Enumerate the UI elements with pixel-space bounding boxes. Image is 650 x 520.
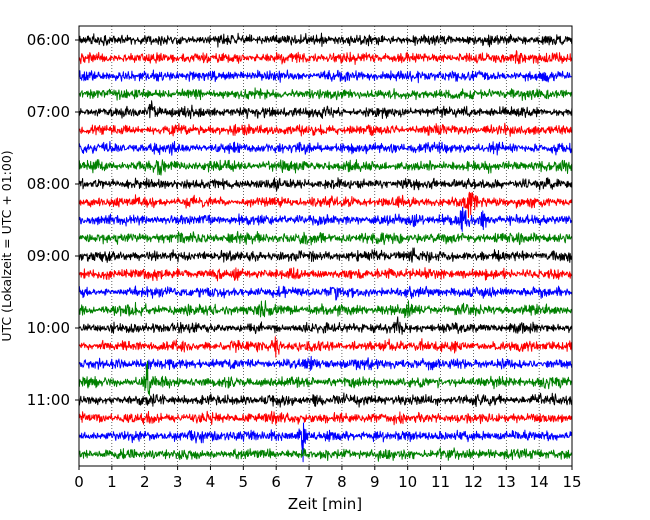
y-tick-label: 07:00	[27, 103, 70, 121]
seismic-trace	[79, 177, 572, 192]
x-tick-label: 13	[497, 473, 516, 491]
y-tick-label: 06:00	[27, 31, 70, 49]
trace-group	[79, 32, 572, 463]
x-axis-label: Zeit [min]	[288, 495, 362, 513]
x-tick-label: 14	[530, 473, 549, 491]
x-tick-label: 6	[271, 473, 281, 491]
seismic-trace	[79, 140, 572, 156]
seismic-trace	[79, 50, 572, 65]
y-tick-label: 09:00	[27, 247, 70, 265]
seismic-trace	[79, 447, 572, 462]
seismic-trace	[79, 69, 572, 84]
seismic-trace	[79, 392, 572, 408]
x-tick-label: 1	[107, 473, 117, 491]
seismic-trace	[79, 159, 572, 176]
x-tick-label: 12	[464, 473, 483, 491]
y-tick-label: 08:00	[27, 175, 70, 193]
seismic-trace	[79, 32, 572, 48]
seismic-trace	[79, 285, 572, 301]
x-tick-label: 8	[337, 473, 347, 491]
y-axis-label: UTC (Lokalzeit = UTC + 01:00)	[0, 150, 14, 341]
seismic-trace	[79, 355, 572, 371]
x-tick-label: 15	[562, 473, 581, 491]
seismic-trace	[79, 206, 572, 232]
plot-frame	[78, 25, 573, 467]
y-axis-ticks: 06:00 07:00 08:00 09:00 10:00 11:00	[27, 31, 79, 409]
x-tick-label: 10	[398, 473, 417, 491]
seismic-trace	[79, 87, 572, 101]
seismic-trace	[79, 191, 572, 218]
x-axis-ticks: 0 1 2 3 4 5 6 7 8 9 10 11 12 13 14 15	[74, 466, 582, 491]
seismic-trace	[79, 100, 572, 120]
seismic-trace	[79, 360, 572, 396]
x-tick-label: 7	[304, 473, 314, 491]
seismic-trace	[79, 316, 572, 335]
seismic-trace	[79, 422, 572, 463]
x-tick-label: 3	[173, 473, 183, 491]
seismic-trace	[79, 230, 572, 246]
x-tick-label: 11	[431, 473, 450, 491]
y-tick-label: 11:00	[27, 391, 70, 409]
seismic-trace	[79, 300, 572, 319]
seismic-trace	[79, 410, 572, 426]
seismic-trace	[79, 267, 572, 282]
x-tick-label: 2	[140, 473, 150, 491]
y-tick-label: 10:00	[27, 319, 70, 337]
x-tick-label: 4	[206, 473, 216, 491]
seismic-trace	[79, 122, 572, 137]
x-tick-label: 5	[239, 473, 249, 491]
seismic-trace	[79, 247, 572, 263]
seismic-trace	[79, 336, 572, 358]
x-tick-label: 9	[370, 473, 380, 491]
x-tick-label: 0	[74, 473, 84, 491]
